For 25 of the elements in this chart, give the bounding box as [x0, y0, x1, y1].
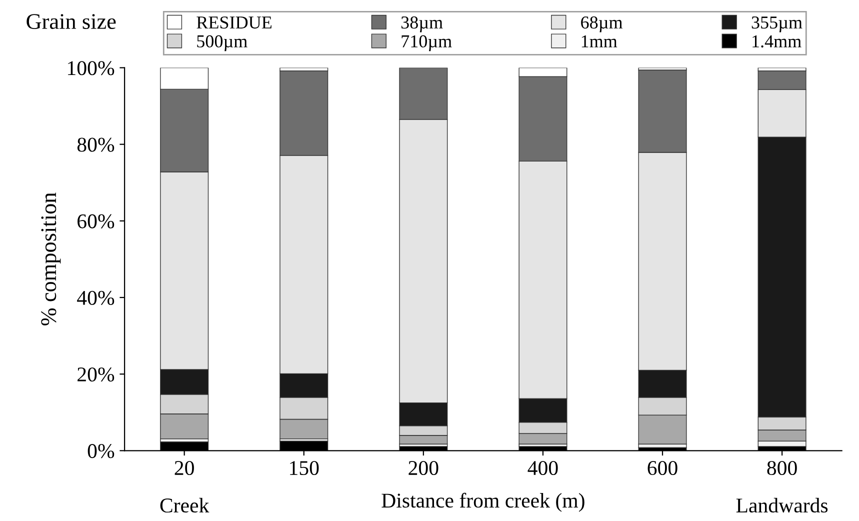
y-tick-label: 60%: [78, 214, 114, 228]
y-axis-title: % composition: [41, 192, 61, 326]
y-tick-label: 20%: [78, 367, 114, 382]
y-tick-label: 100%: [68, 61, 114, 76]
legend-title: Grain size: [26, 14, 116, 30]
legend-label: 500µm: [197, 35, 248, 52]
x-tick-label: 200: [408, 460, 438, 476]
legend-label: 710µm: [402, 35, 452, 52]
legend-label: 68µm: [581, 16, 623, 32]
y-tick-label: 80%: [77, 138, 114, 152]
x-tick-label: 800: [767, 460, 797, 476]
legend-label: 1.4mm: [752, 35, 802, 48]
legend-label: 355µm: [752, 16, 802, 32]
text: Creek: [160, 498, 210, 513]
y-tick-label: 0%: [88, 444, 114, 458]
legend-label: 1mm: [582, 35, 618, 48]
text: Landwards: [736, 498, 828, 513]
x-tick-label: 150: [290, 460, 319, 476]
x-tick-label: 400: [528, 460, 558, 476]
x-tick-label: 20: [174, 460, 194, 476]
y-tick-label: 40%: [77, 290, 114, 305]
x-axis-title: Distance from creek (m): [382, 492, 584, 512]
legend-label: 38µm: [401, 16, 443, 32]
legend-label: RESIDUE: [196, 16, 272, 29]
x-tick-label: 600: [648, 460, 678, 476]
